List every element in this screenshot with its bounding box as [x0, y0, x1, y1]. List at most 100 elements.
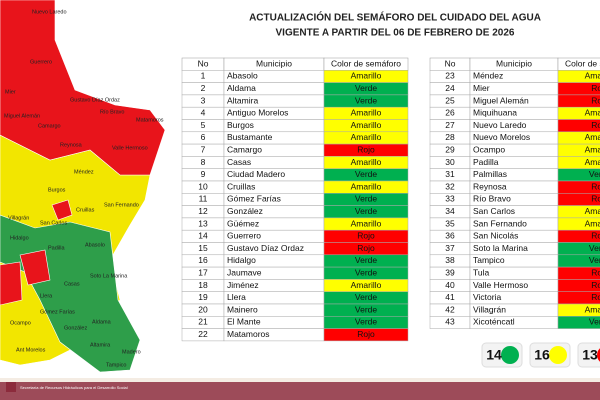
status: Rojo	[591, 280, 600, 290]
status: Rojo	[357, 231, 375, 241]
map-label: González	[64, 325, 87, 331]
cell	[557, 229, 600, 243]
municipality: Casas	[227, 157, 251, 167]
summary-count: 16	[534, 347, 550, 363]
municipality: Bustamante	[227, 132, 273, 142]
municipality: Gustavo Díaz Ordaz	[227, 243, 304, 253]
row-number: 2	[201, 83, 206, 93]
municipality: González	[227, 206, 263, 216]
map-label: Villagrán	[8, 215, 29, 221]
status: Verde	[355, 255, 377, 265]
row-number: 10	[198, 181, 208, 191]
status: Amarillo	[351, 120, 382, 130]
column-header: Municipio	[496, 58, 532, 68]
cell	[557, 193, 600, 206]
map-label: Guerrero	[30, 59, 52, 65]
municipality: Ocampo	[473, 145, 505, 155]
column-header: Color de semáforo	[565, 58, 600, 68]
map-region-red	[51, 199, 73, 221]
status: Amarillo	[585, 145, 600, 155]
row-number: 29	[445, 145, 455, 155]
row-number: 17	[198, 268, 208, 278]
municipality: Villagrán	[473, 304, 506, 314]
status: Verde	[355, 304, 377, 314]
summary-dot	[597, 348, 600, 362]
row-number: 25	[445, 95, 455, 105]
column-header: Color de semáforo	[331, 58, 401, 68]
row-number: 31	[445, 169, 455, 179]
cell	[557, 106, 600, 120]
map-label: Cruillas	[76, 207, 95, 213]
cell	[557, 242, 600, 256]
municipality: Río Bravo	[473, 194, 511, 204]
cell	[557, 143, 600, 157]
summary-dot	[549, 346, 567, 364]
map-label: Méndez	[74, 169, 94, 175]
status: Verde	[355, 194, 377, 204]
status: Amarillo	[585, 132, 600, 142]
row-number: 24	[445, 83, 455, 93]
cell	[557, 217, 600, 231]
status: Amarillo	[351, 181, 382, 191]
map-label: Casas	[64, 281, 80, 287]
column-header: No	[198, 58, 209, 68]
municipality: Guerrero	[227, 231, 261, 241]
map	[0, 0, 166, 373]
status: Rojo	[357, 243, 375, 253]
map-label: Gómez Farías	[40, 309, 75, 315]
status: Verde	[355, 206, 377, 216]
status: Verde	[355, 317, 377, 327]
map-label: Valle Hermoso	[112, 145, 148, 151]
cell	[557, 279, 600, 292]
row-number: 33	[445, 194, 455, 204]
cell	[557, 94, 600, 108]
row-number: 27	[445, 120, 455, 130]
map-label: Río Bravo	[100, 109, 124, 115]
logo-icon	[6, 382, 16, 392]
municipality: Mier	[473, 83, 490, 93]
municipality: San Nicolás	[473, 231, 518, 241]
map-label: Llera	[40, 293, 53, 299]
row-number: 23	[445, 71, 455, 81]
map-label: Padilla	[48, 245, 65, 251]
row-number: 40	[445, 280, 455, 290]
status: Amarillo	[351, 132, 382, 142]
status: Verde	[589, 255, 600, 265]
map-label: Aldama	[92, 319, 112, 325]
row-number: 30	[445, 157, 455, 167]
status: Rojo	[591, 194, 600, 204]
municipality: Xicoténcatl	[473, 317, 515, 327]
status: Amarillo	[585, 157, 600, 167]
map-label: Hidalgo	[10, 235, 29, 241]
municipality: Victoria	[473, 292, 501, 302]
municipality: San Carlos	[473, 206, 515, 216]
municipality: Valle Hermoso	[473, 280, 528, 290]
map-label: Madero	[122, 349, 141, 355]
cell	[557, 156, 600, 169]
status: Rojo	[591, 268, 600, 278]
map-region-red	[19, 249, 51, 286]
municipality: Soto la Marina	[473, 243, 528, 253]
municipality: Méndez	[473, 71, 503, 81]
map-label: Soto La Marina	[90, 273, 128, 279]
cell	[557, 303, 600, 317]
row-number: 26	[445, 108, 455, 118]
row-number: 13	[198, 218, 208, 228]
summary-dot	[501, 346, 519, 364]
map-label: Miguel Alemán	[4, 113, 40, 119]
row-number: 9	[201, 169, 206, 179]
status: Rojo	[591, 181, 600, 191]
map-label: Altamira	[90, 342, 111, 348]
municipality: San Fernando	[473, 218, 527, 228]
status: Amarillo	[585, 71, 600, 81]
row-number: 1	[201, 71, 206, 81]
municipality: Antiguo Morelos	[227, 108, 288, 118]
map-region-red	[0, 261, 23, 306]
footer-stripe	[0, 378, 600, 382]
status: Rojo	[591, 120, 600, 130]
footer-band	[0, 380, 600, 400]
title: ACTUALIZACIÓN DEL SEMÁFORO DEL CUIDADO D…	[249, 11, 541, 24]
map-label: Ant Morelos	[16, 347, 46, 353]
row-number: 36	[445, 231, 455, 241]
